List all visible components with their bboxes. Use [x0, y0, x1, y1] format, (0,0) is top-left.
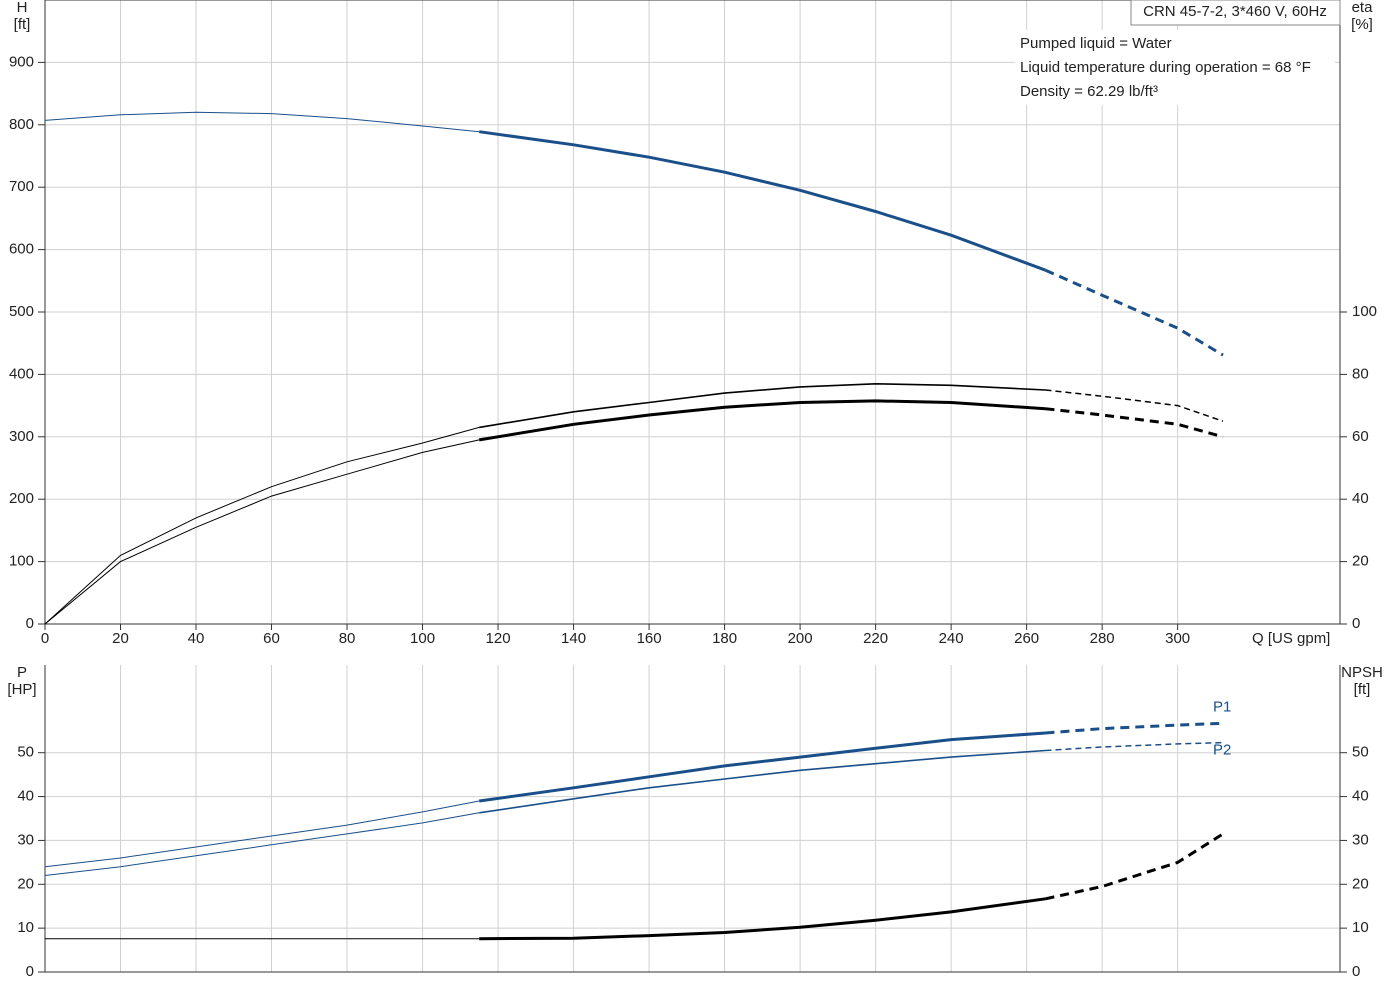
y2-tick-label: 50 [1352, 744, 1369, 761]
x-tick-label: 60 [263, 630, 280, 647]
x-tick-label: 40 [188, 630, 205, 647]
y-tick-label: 500 [9, 303, 34, 320]
y2-tick-label: 0 [1352, 963, 1360, 980]
y-tick-label: 800 [9, 116, 34, 133]
y2-axis-unit: [ft] [1354, 681, 1371, 698]
series-label: P2 [1213, 742, 1231, 759]
chart-title: CRN 45-7-2, 3*460 V, 60Hz [1143, 3, 1327, 20]
curve [1045, 832, 1224, 901]
x-tick-label: 220 [863, 630, 888, 647]
curve [1045, 407, 1224, 439]
note: Density = 62.29 lb/ft³ [1020, 83, 1158, 100]
curve [479, 897, 1046, 941]
y2-tick-label: 20 [1352, 875, 1369, 892]
y-tick-label: 100 [9, 553, 34, 570]
curve [478, 130, 1047, 272]
x-tick-label: 140 [561, 630, 586, 647]
y2-tick-label: 40 [1352, 490, 1369, 507]
curve [44, 439, 480, 625]
y-tick-label: 0 [26, 963, 34, 980]
note: Liquid temperature during operation = 68… [1020, 59, 1311, 76]
y2-axis-label: eta [1352, 0, 1374, 16]
y2-tick-label: 30 [1352, 831, 1369, 848]
curve [479, 382, 1046, 429]
curve [479, 749, 1046, 814]
series-label: P1 [1213, 698, 1231, 715]
curve [478, 399, 1046, 442]
y2-axis-unit: [%] [1351, 16, 1373, 33]
y-tick-label: 200 [9, 490, 34, 507]
y2-axis-label: NPSH [1341, 664, 1383, 681]
y-axis-label: H [17, 0, 28, 16]
y-tick-label: 0 [26, 615, 34, 632]
curve [1045, 741, 1224, 752]
x-tick-label: 160 [637, 630, 662, 647]
x-tick-label: 280 [1090, 630, 1115, 647]
x-tick-label: 180 [712, 630, 737, 647]
y-axis-label: P [17, 664, 27, 681]
y-tick-label: 30 [17, 831, 34, 848]
curve [44, 426, 480, 625]
y-tick-label: 700 [9, 178, 34, 195]
x-tick-label: 80 [339, 630, 356, 647]
y-axis-unit: [ft] [14, 16, 31, 33]
y-tick-label: 600 [9, 241, 34, 258]
note: Pumped liquid = Water [1020, 35, 1172, 52]
x-tick-label: 120 [486, 630, 511, 647]
x-tick-label: 20 [112, 630, 129, 647]
y2-tick-label: 20 [1352, 553, 1369, 570]
notes-box [1015, 30, 1335, 105]
y2-tick-label: 60 [1352, 428, 1369, 445]
y-tick-label: 50 [17, 744, 34, 761]
curve [44, 800, 480, 868]
y2-tick-label: 10 [1352, 919, 1369, 936]
x-tick-label: 260 [1014, 630, 1039, 647]
y-tick-label: 300 [9, 428, 34, 445]
x-tick-label: 240 [939, 630, 964, 647]
curve [1045, 389, 1224, 422]
x-tick-label: 300 [1165, 630, 1190, 647]
y2-tick-label: 40 [1352, 788, 1369, 805]
y-axis-unit: [HP] [7, 681, 36, 698]
title-box [1130, 0, 1341, 26]
y-tick-label: 10 [17, 919, 34, 936]
y-tick-label: 400 [9, 365, 34, 382]
curve [478, 731, 1046, 803]
y2-tick-label: 100 [1352, 303, 1377, 320]
curve [44, 812, 480, 876]
curve [1045, 721, 1224, 735]
y-tick-label: 900 [9, 53, 34, 70]
curve [1044, 268, 1224, 357]
y2-tick-label: 80 [1352, 365, 1369, 382]
y2-tick-label: 0 [1352, 615, 1360, 632]
curve [44, 111, 480, 133]
x-tick-label: 0 [41, 630, 49, 647]
x-axis-label: Q [US gpm] [1252, 630, 1330, 647]
y-tick-label: 40 [17, 788, 34, 805]
y-tick-label: 20 [17, 875, 34, 892]
x-tick-label: 200 [788, 630, 813, 647]
x-tick-label: 100 [410, 630, 435, 647]
